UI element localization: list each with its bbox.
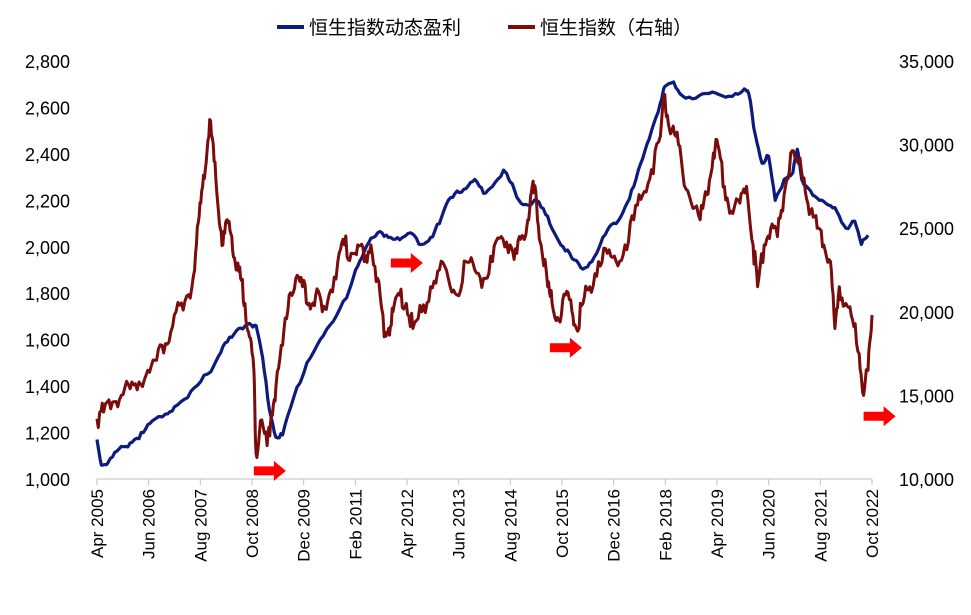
legend-label-index: 恒生指数（右轴） [540,17,692,39]
x-tick-label: Dec 2016 [605,489,624,562]
y-right-tick-label: 25,000 [899,219,954,239]
y-left-tick-label: 1,800 [25,284,70,304]
x-tick-label: Jun 2006 [140,489,159,559]
y-axis-right: 10,000 15,000 20,000 25,000 30,000 35,000 [899,52,954,490]
y-left-tick-label: 2,800 [25,52,70,72]
annotation-arrow-icon [549,337,582,358]
y-left-tick-label: 1,200 [25,424,70,444]
x-tick-label: Apr 2012 [398,489,417,558]
x-tick-label: Oct 2022 [863,489,882,558]
y-left-tick-label: 1,000 [25,470,70,490]
annotation-arrows [253,253,896,481]
plot-area [95,80,874,467]
legend: 恒生指数动态盈利 恒生指数（右轴） [277,17,692,39]
y-right-tick-label: 30,000 [899,136,954,156]
x-tick-label: Apr 2019 [708,489,727,558]
x-tick-label: Feb 2011 [346,489,365,560]
y-right-tick-label: 35,000 [899,52,954,72]
x-axis: Apr 2005 Jun 2006 Aug 2007 Oct 2008 Dec 2009… [88,479,882,562]
x-tick-label: Aug 2007 [191,489,210,562]
x-tick-label: Oct 2008 [243,489,262,558]
y-right-tick-label: 10,000 [899,470,954,490]
annotation-arrow-icon [253,460,286,481]
x-tick-label: Dec 2009 [295,489,314,562]
legend-label-earnings: 恒生指数动态盈利 [309,17,461,39]
x-tick-label: Jun 2020 [760,489,779,559]
annotation-arrow-icon [390,253,423,274]
y-left-tick-label: 2,200 [25,191,70,211]
y-left-tick-label: 2,400 [25,145,70,165]
x-tick-label: Oct 2015 [553,489,572,558]
series-hsi-earnings [95,80,870,467]
y-axis-left: 1,000 1,200 1,400 1,600 1,800 2,000 2,200 2,400… [25,52,70,490]
y-right-tick-label: 15,000 [899,386,954,406]
y-left-tick-label: 1,400 [25,377,70,397]
y-left-tick-label: 1,600 [25,331,70,351]
x-tick-label: Feb 2018 [656,489,675,561]
x-tick-label: Apr 2005 [88,489,107,558]
x-tick-label: Aug 2014 [501,489,520,562]
y-right-tick-label: 20,000 [899,303,954,323]
x-tick-label: Aug 2021 [811,489,830,562]
y-left-tick-label: 2,000 [25,238,70,258]
x-tick-label: Jun 2013 [450,489,469,559]
annotation-arrow-icon [863,406,896,427]
y-left-tick-label: 2,600 [25,98,70,118]
series-hsi-index [95,92,874,459]
